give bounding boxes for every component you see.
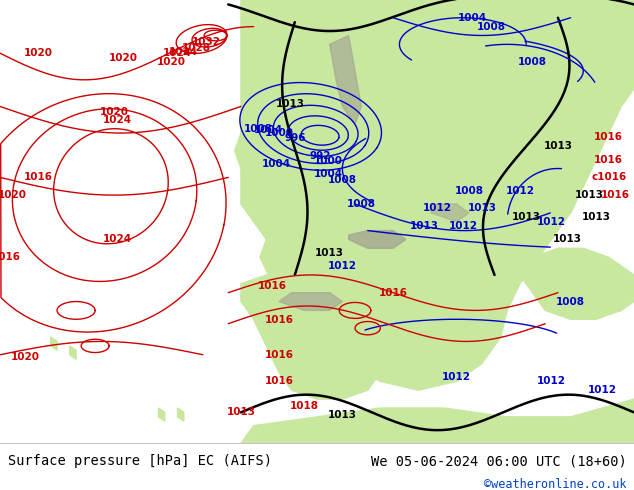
Text: 1004: 1004: [314, 169, 343, 179]
Polygon shape: [349, 231, 406, 248]
Text: 1032: 1032: [191, 37, 221, 47]
Text: 1016: 1016: [600, 190, 630, 200]
Text: 1020: 1020: [11, 352, 40, 362]
Text: 1016: 1016: [264, 350, 294, 360]
Text: 1012: 1012: [448, 221, 477, 231]
Text: 1016: 1016: [258, 281, 287, 291]
Polygon shape: [254, 98, 298, 213]
Polygon shape: [330, 35, 361, 124]
Text: 1013: 1013: [575, 190, 604, 200]
Text: ©weatheronline.co.uk: ©weatheronline.co.uk: [484, 478, 626, 490]
Text: 1024: 1024: [103, 234, 132, 245]
Polygon shape: [235, 133, 260, 177]
Polygon shape: [266, 204, 361, 284]
Text: 1012: 1012: [328, 261, 357, 271]
Polygon shape: [51, 337, 57, 350]
Text: 1000: 1000: [314, 155, 343, 166]
Text: 1024: 1024: [103, 115, 132, 125]
Text: 1013: 1013: [410, 221, 439, 231]
Text: 1024: 1024: [163, 48, 192, 58]
Text: 1016: 1016: [594, 155, 623, 165]
Text: 1016: 1016: [23, 172, 53, 182]
Polygon shape: [317, 0, 418, 195]
Text: 1008: 1008: [244, 123, 273, 134]
Polygon shape: [70, 346, 76, 359]
Text: 1008: 1008: [518, 57, 547, 67]
Text: 1013: 1013: [315, 248, 344, 258]
Text: 1028: 1028: [182, 43, 211, 53]
Text: 1013: 1013: [543, 141, 573, 151]
Polygon shape: [158, 408, 165, 421]
Text: 1013: 1013: [226, 407, 256, 417]
Text: 1020: 1020: [0, 190, 27, 200]
Text: 1013: 1013: [276, 99, 305, 109]
Text: 1012: 1012: [588, 385, 617, 395]
Text: 1012: 1012: [505, 186, 534, 196]
Text: 1000: 1000: [264, 128, 294, 138]
Text: 992: 992: [309, 151, 331, 161]
Polygon shape: [431, 231, 501, 355]
Polygon shape: [241, 399, 634, 443]
Polygon shape: [330, 248, 380, 364]
Text: c1016: c1016: [591, 172, 626, 182]
Polygon shape: [330, 133, 355, 177]
Polygon shape: [520, 248, 634, 319]
Text: We 05-06-2024 06:00 UTC (18+60): We 05-06-2024 06:00 UTC (18+60): [371, 454, 626, 468]
Text: 1013: 1013: [512, 212, 541, 222]
Text: 1012: 1012: [537, 217, 566, 227]
Text: 1013: 1013: [328, 410, 357, 419]
Text: 1008: 1008: [328, 174, 357, 185]
Text: 1016: 1016: [264, 315, 294, 325]
Text: 1013: 1013: [467, 203, 496, 214]
Text: 1020: 1020: [109, 52, 138, 63]
Polygon shape: [241, 0, 634, 390]
Text: 1008: 1008: [477, 22, 506, 32]
Text: 1018: 1018: [290, 401, 319, 411]
Text: 1020: 1020: [157, 57, 186, 67]
Polygon shape: [380, 0, 495, 169]
Text: 1008: 1008: [455, 186, 484, 196]
Text: 1016: 1016: [378, 288, 408, 298]
Polygon shape: [279, 293, 342, 311]
Text: 1008: 1008: [556, 296, 585, 307]
Text: 1016: 1016: [0, 252, 21, 262]
Polygon shape: [431, 204, 469, 221]
Polygon shape: [507, 0, 634, 213]
Text: 1013: 1013: [553, 234, 582, 245]
Text: 1004: 1004: [254, 125, 283, 135]
Polygon shape: [317, 0, 380, 71]
Text: 1024: 1024: [169, 48, 198, 57]
Text: 1016: 1016: [264, 376, 294, 387]
Polygon shape: [241, 275, 380, 399]
Text: 1020: 1020: [100, 107, 129, 117]
Text: 1004: 1004: [458, 13, 487, 23]
Text: 1012: 1012: [442, 372, 471, 382]
Text: 1008: 1008: [347, 199, 376, 209]
Text: 1013: 1013: [581, 212, 611, 222]
Polygon shape: [178, 408, 184, 421]
Text: 996: 996: [284, 133, 306, 144]
Text: 1012: 1012: [423, 203, 452, 214]
Text: 1012: 1012: [537, 376, 566, 387]
Text: 1004: 1004: [262, 159, 291, 169]
Text: 1016: 1016: [594, 132, 623, 143]
Text: 1020: 1020: [23, 48, 53, 58]
Text: Surface pressure [hPa] EC (AIFS): Surface pressure [hPa] EC (AIFS): [8, 454, 271, 468]
